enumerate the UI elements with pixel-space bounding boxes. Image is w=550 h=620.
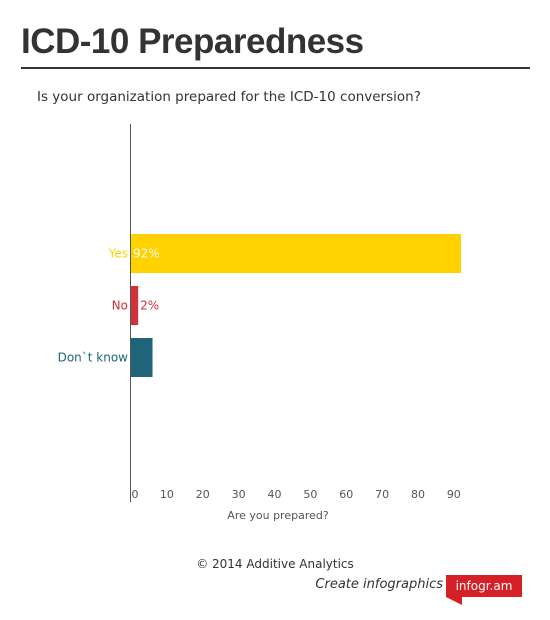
bar-chart: Yes 92% No 2% Don`t know 6% 0 10 20 30 40 50 60 70 80… <box>58 124 461 522</box>
value-label-2: 6% <box>155 351 174 365</box>
x-tick-label-6: 60 <box>339 488 353 501</box>
infogram-logo[interactable]: infogr.am <box>446 575 522 597</box>
x-tick-label-8: 80 <box>411 488 425 501</box>
x-tick-label-5: 50 <box>303 488 317 501</box>
x-tick-label-4: 40 <box>267 488 281 501</box>
logo-tail <box>446 597 462 605</box>
category-label-0: Yes <box>108 247 128 261</box>
x-axis-label: Are you prepared? <box>227 509 329 522</box>
x-tick-label-7: 70 <box>375 488 389 501</box>
bar-1 <box>131 286 139 325</box>
category-label-1: No <box>112 299 128 313</box>
value-label-1: 2% <box>140 299 159 313</box>
copyright-text: © 2014 Additive Analytics <box>196 557 354 571</box>
x-tick-label-2: 20 <box>196 488 210 501</box>
x-tick-label-3: 30 <box>232 488 246 501</box>
x-tick-label-9: 90 <box>447 488 461 501</box>
value-label-0: 92% <box>133 247 160 261</box>
bar-2 <box>131 338 153 377</box>
page-title: ICD-10 Preparedness <box>21 22 364 61</box>
bar-0 <box>131 234 461 273</box>
category-label-2: Don`t know <box>58 351 129 365</box>
create-infographics-link[interactable]: Create infographics <box>315 577 443 592</box>
x-tick-label-0: 0 <box>132 488 139 501</box>
x-tick-label-1: 10 <box>160 488 174 501</box>
chart-subtitle: Is your organization prepared for the IC… <box>37 89 421 105</box>
title-divider <box>21 67 530 69</box>
